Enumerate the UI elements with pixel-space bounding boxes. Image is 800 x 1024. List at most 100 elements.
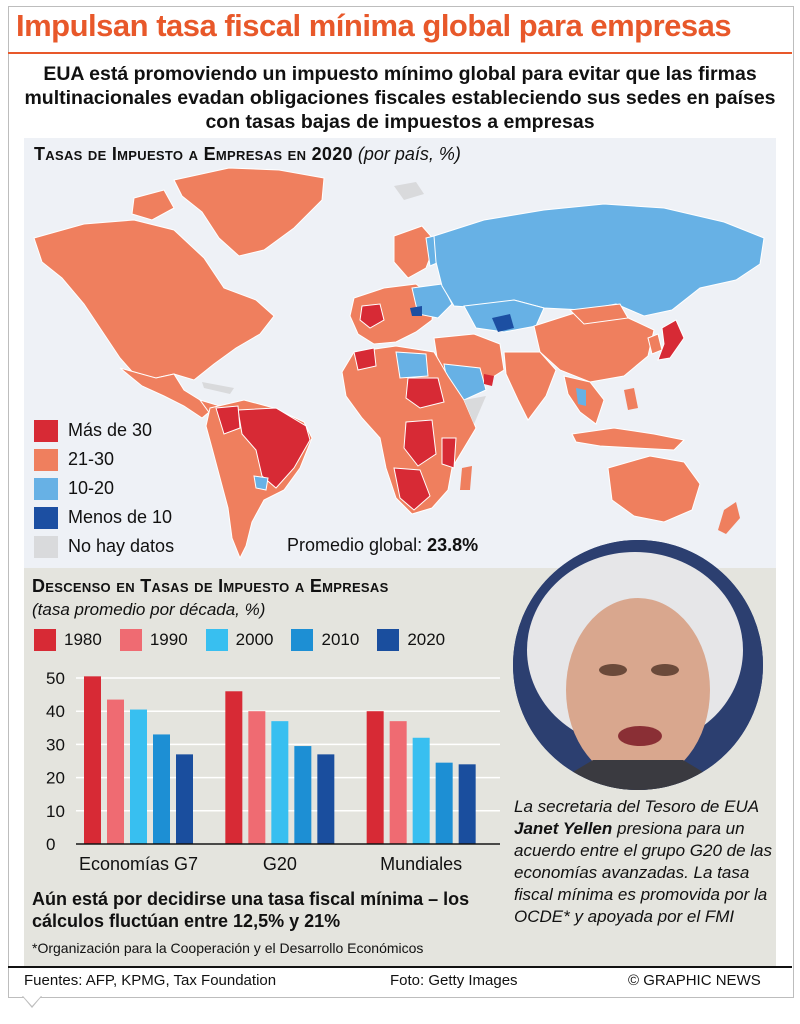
map-korea — [647, 333, 663, 355]
map-legend-label: 21-30 — [68, 449, 115, 469]
portrait-illustration — [513, 540, 763, 790]
map-legend-label: 10-20 — [68, 478, 115, 498]
map-legend-item: Menos de 10 — [34, 503, 174, 532]
janet-yellen-photo — [513, 540, 763, 790]
chart-legend-swatch — [205, 629, 228, 651]
bar-chart: 0 10 20 30 40 50 Economías G7 G20 Mundiales — [46, 669, 500, 874]
map-libya — [395, 351, 429, 379]
map-north-america — [33, 219, 275, 381]
map-paraguay — [253, 475, 269, 491]
map-scandinavia — [393, 225, 437, 279]
map-legend-swatch — [34, 506, 58, 529]
bar — [153, 734, 170, 844]
x-category-label: G20 — [263, 854, 297, 874]
bar — [84, 676, 101, 844]
chart-legend-item: 2020 — [377, 629, 445, 651]
map-europe — [349, 283, 435, 345]
bar — [458, 764, 476, 844]
y-tick-label: 20 — [46, 769, 65, 788]
map-mongolia — [568, 303, 629, 325]
global-average: Promedio global: 23.8% — [287, 535, 478, 556]
map-east-africa — [441, 437, 457, 469]
global-average-label: Promedio global: — [287, 535, 423, 555]
y-tick-label: 40 — [46, 702, 65, 721]
map-heading-unit: (por país, %) — [357, 144, 461, 164]
global-average-value: 23.8% — [427, 535, 479, 555]
map-heading-title: Tasas de Impuesto a Empresas en 2020 — [34, 144, 353, 164]
map-legend-item: Más de 30 — [34, 416, 174, 445]
map-hungary — [410, 306, 422, 316]
footer-divider — [8, 966, 792, 968]
caption-name: Janet Yellen — [514, 819, 613, 838]
map-japan — [657, 319, 685, 361]
chart-legend-label: 2010 — [321, 630, 360, 649]
page-title: Impulsan tasa fiscal mínima global para … — [16, 8, 732, 43]
intro-text: EUA está promoviendo un impuesto mínimo … — [24, 63, 776, 133]
map-colombia — [215, 405, 241, 435]
map-russia — [433, 203, 765, 317]
chart-title: Descenso en Tasas de Impuesto a Empresas — [32, 576, 389, 597]
map-brazil — [237, 407, 311, 489]
y-tick-label: 10 — [46, 802, 65, 821]
chart-legend-label: 1990 — [149, 630, 188, 649]
footer-sources: Fuentes: AFP, KPMG, Tax Foundation — [24, 972, 277, 989]
chart-legend-swatch — [377, 629, 400, 651]
chart-legend-swatch — [291, 629, 314, 651]
chart-legend-item: 2010 — [291, 629, 359, 651]
map-legend-label: No hay datos — [68, 536, 175, 556]
caption-part-2: presiona para un acuerdo entre el grupo … — [514, 819, 773, 926]
world-map — [33, 167, 765, 560]
footer-credit: © GRAPHIC NEWS — [628, 972, 761, 989]
map-southern-africa — [393, 467, 431, 511]
bar — [317, 754, 335, 844]
chart-title-text: Descenso en Tasas de Impuesto a Empresas — [32, 576, 389, 596]
map-legend-item: 10-20 — [34, 474, 174, 503]
x-category-label: Economías G7 — [79, 854, 198, 874]
map-legend-swatch — [34, 535, 58, 558]
bar — [366, 711, 384, 844]
chart-legend-label: 2020 — [407, 630, 446, 649]
map-france — [359, 303, 385, 329]
y-tick-label: 50 — [46, 669, 65, 688]
map-legend-label: Más de 30 — [68, 420, 153, 440]
y-tick-label: 0 — [46, 835, 55, 854]
map-central-africa — [403, 419, 437, 467]
bar — [435, 762, 453, 844]
map-legend-item: No hay datos — [34, 532, 174, 561]
map-legend-swatch — [34, 477, 58, 500]
title-divider — [8, 52, 792, 54]
map-caribbean — [202, 382, 234, 394]
map-panel: Tasas de Impuesto a Empresas en 2020 (po… — [24, 138, 776, 568]
map-legend-item: 21-30 — [34, 445, 174, 474]
map-heading: Tasas de Impuesto a Empresas en 2020 (po… — [34, 144, 461, 165]
y-tick-label: 30 — [46, 735, 65, 754]
bar — [412, 737, 430, 844]
bar — [130, 709, 147, 844]
bar — [107, 699, 124, 844]
map-legend-label: Menos de 10 — [68, 507, 173, 527]
chart-legend-item: 1980 — [34, 629, 102, 651]
map-sudan-chad — [405, 377, 445, 409]
map-somalia — [464, 396, 486, 424]
chart-legend-swatch — [119, 629, 142, 651]
map-greenland — [173, 167, 325, 257]
chart-legend-item: 1990 — [119, 629, 188, 651]
chart-legend: 1980 1990 2000 2010 2020 — [34, 628, 463, 652]
map-new-zealand — [718, 502, 740, 534]
caption-part-1: La secretaria del Tesoro de EUA — [514, 797, 759, 816]
chart-subtitle: (tasa promedio por década, %) — [32, 600, 266, 619]
bar — [225, 691, 243, 844]
chart-legend-label: 2000 — [235, 630, 274, 649]
map-svalbard — [394, 182, 424, 200]
chart-legend-item: 2000 — [205, 629, 274, 651]
map-arctic-islands — [131, 189, 175, 221]
x-category-label: Mundiales — [380, 854, 462, 874]
map-morocco — [353, 347, 377, 371]
oecd-footnote: *Organización para la Cooperación y el D… — [32, 940, 424, 956]
map-thailand — [576, 388, 586, 406]
bar — [294, 746, 312, 844]
map-philippines — [624, 388, 638, 410]
chart-legend-label: 1980 — [64, 630, 102, 649]
map-legend-swatch — [34, 448, 58, 471]
bar — [248, 711, 266, 844]
